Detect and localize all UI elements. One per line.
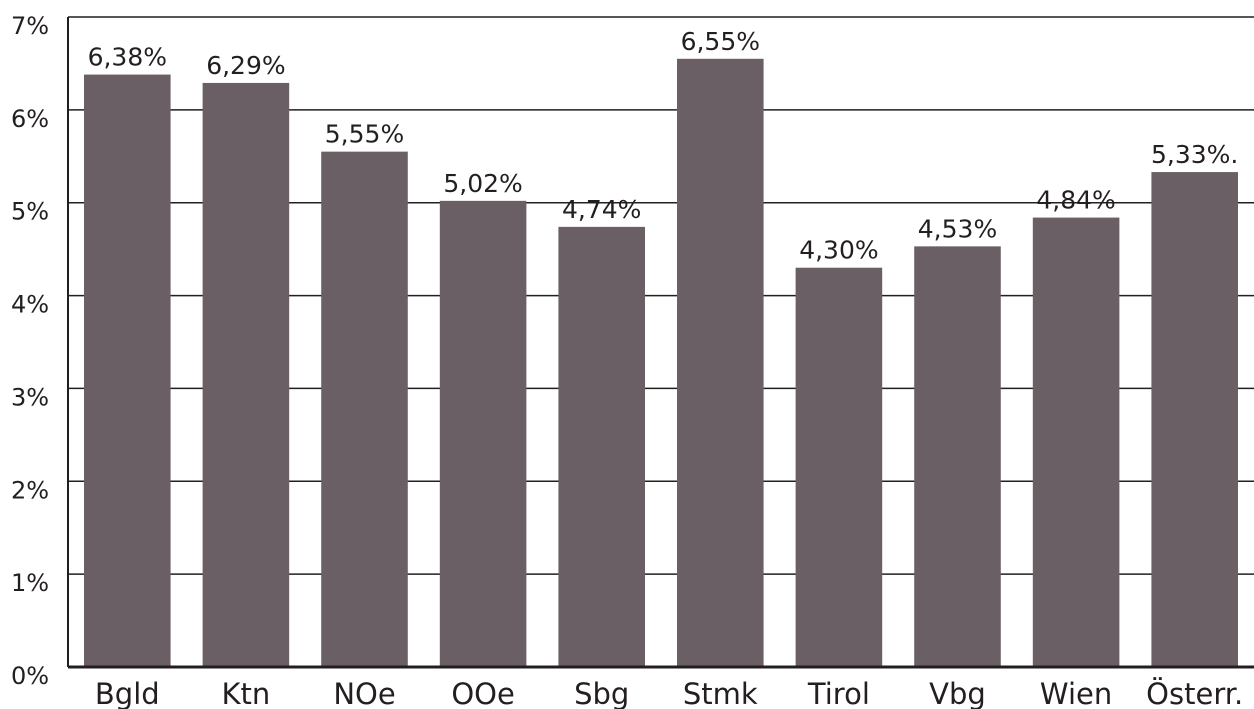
y-tick-label: 3% — [11, 383, 49, 411]
bar — [84, 74, 171, 668]
y-tick-label: 6% — [11, 105, 49, 133]
value-label: 6,29% — [206, 51, 285, 80]
value-label: 4,53% — [918, 214, 997, 243]
y-tick-label: 1% — [11, 569, 49, 597]
bar — [795, 267, 883, 667]
x-tick-label: Sbg — [574, 677, 629, 709]
bar — [1032, 217, 1120, 668]
x-tick-label: Wien — [1040, 677, 1112, 709]
x-tick-label: NOe — [333, 677, 395, 709]
y-tick-label: 0% — [11, 662, 49, 690]
value-label: 4,30% — [799, 236, 878, 265]
y-tick-label: 4% — [11, 291, 49, 319]
y-tick-label: 5% — [11, 198, 49, 226]
y-tick-label: 2% — [11, 476, 49, 504]
value-label: 5,33%. — [1151, 140, 1238, 169]
x-tick-label: Ktn — [222, 677, 271, 709]
value-label: 6,38% — [88, 43, 167, 72]
bar — [914, 246, 1001, 667]
x-tick-label: Stmk — [683, 677, 758, 709]
x-tick-label: Vbg — [929, 677, 986, 709]
bar — [677, 58, 764, 668]
y-tick-label: 7% — [11, 12, 49, 40]
bar — [202, 82, 290, 667]
x-tick-label: Tirol — [807, 677, 870, 709]
x-tick-label: Bgld — [95, 677, 160, 709]
value-label: 6,55% — [681, 27, 760, 56]
x-tick-label: Österr. — [1146, 677, 1243, 709]
bar — [321, 151, 408, 668]
bar — [439, 200, 527, 667]
value-label: 4,84% — [1036, 186, 1115, 215]
value-label: 4,74% — [562, 195, 641, 224]
value-label: 5,02% — [443, 169, 522, 198]
value-label: 5,55% — [325, 120, 404, 149]
x-tick-label: OOe — [451, 677, 515, 709]
bar — [558, 226, 645, 667]
bar — [1151, 172, 1238, 668]
